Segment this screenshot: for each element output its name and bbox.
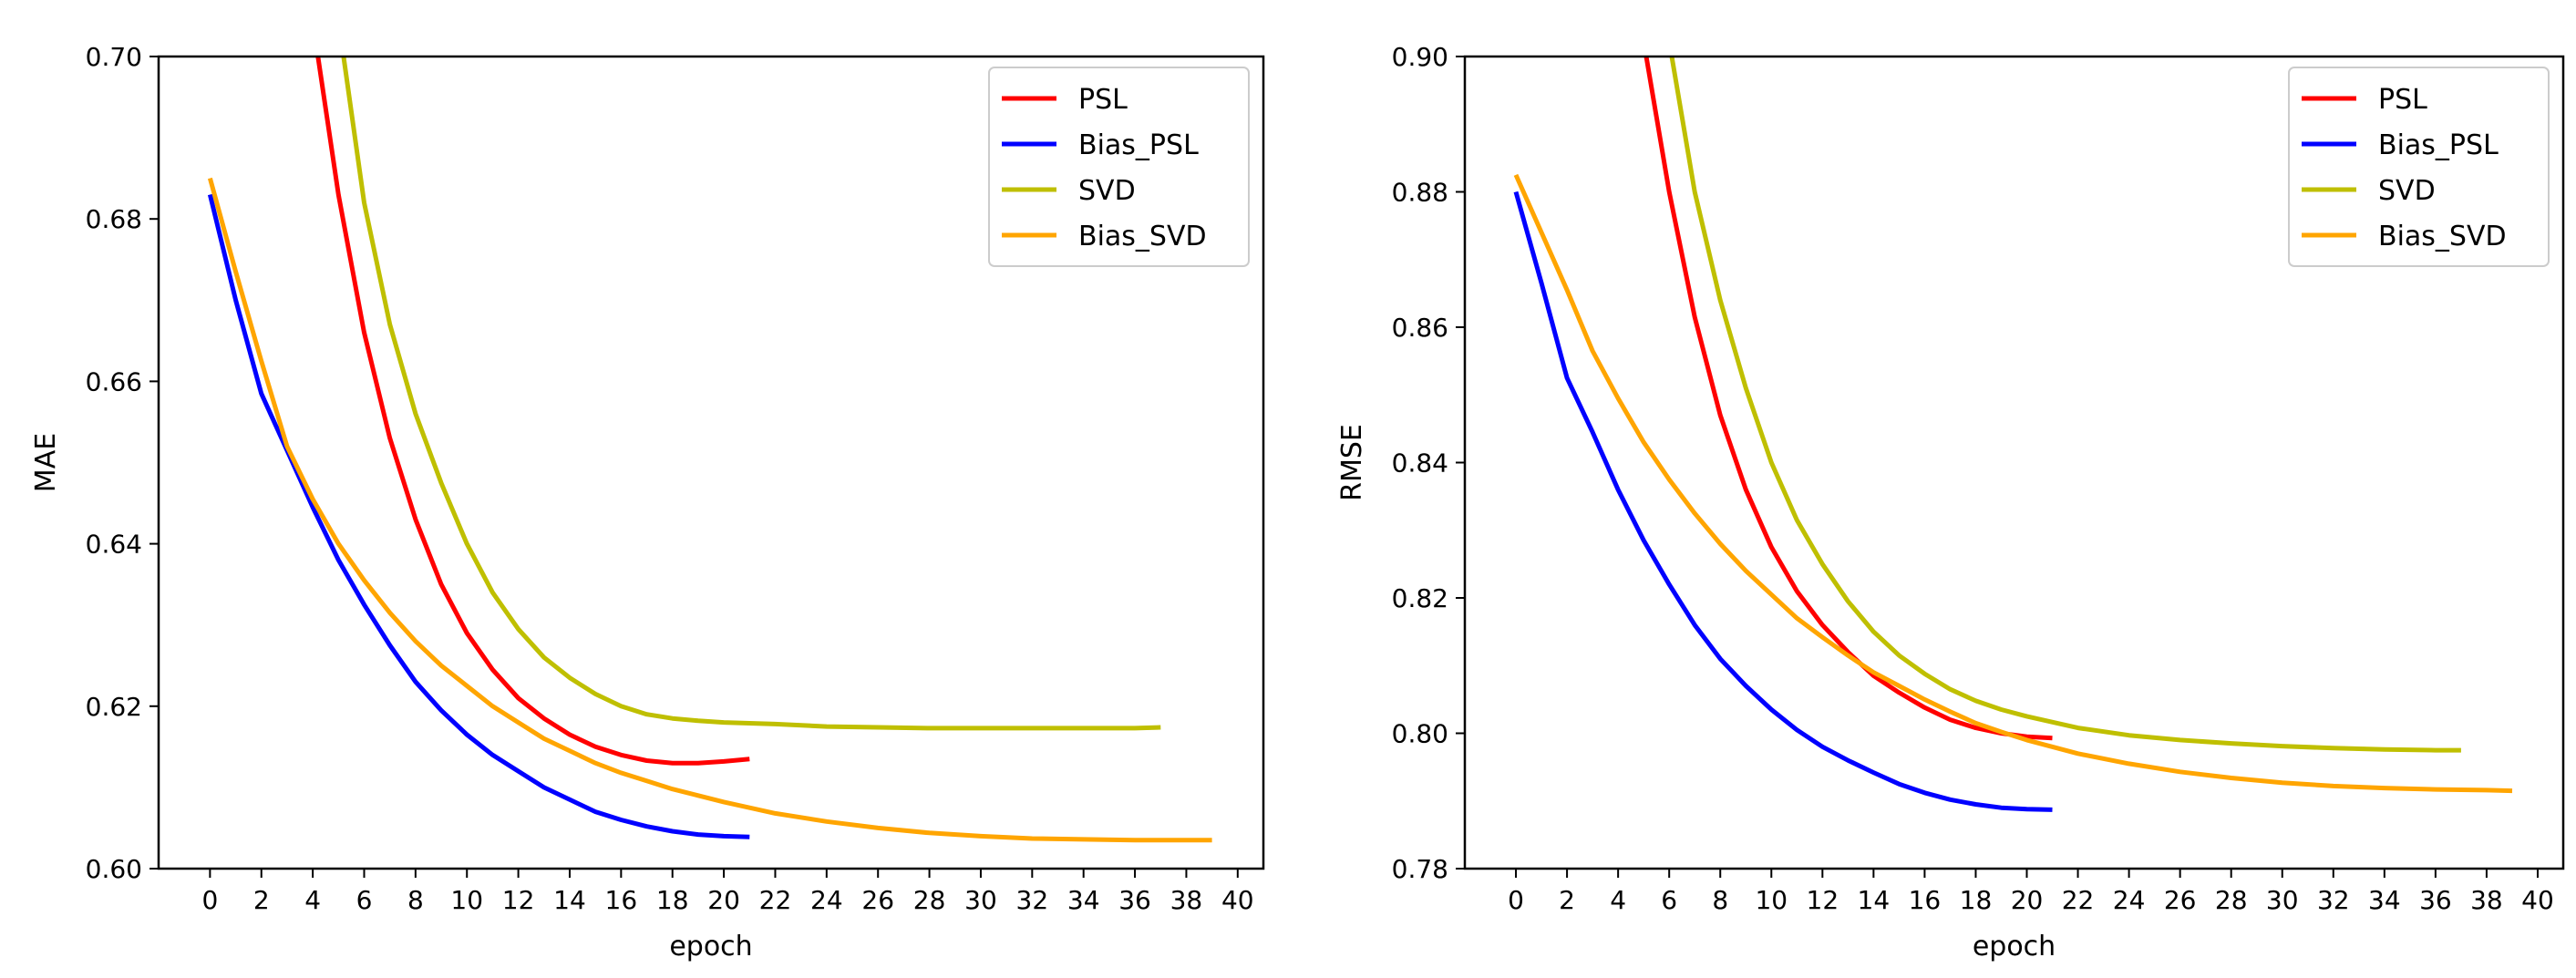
- mae-x-tick-label: 26: [861, 885, 894, 915]
- mae-x-tick-label: 22: [759, 885, 792, 915]
- rmse-y-tick-label: 0.84: [1392, 448, 1448, 479]
- rmse-x-tick-label: 6: [1661, 885, 1677, 915]
- rmse-series-group: [1513, 57, 2513, 812]
- mae-series-line-svd: [341, 57, 1161, 731]
- rmse-legend-entry: PSL: [2378, 84, 2427, 116]
- mae-legend-entry: SVD: [1078, 175, 1136, 207]
- rmse-x-tick-label: 22: [2062, 885, 2095, 915]
- rmse-y-tick-label: 0.86: [1392, 313, 1448, 343]
- mae-y-tick-label: 0.70: [86, 42, 142, 72]
- mae-series-line-psl: [315, 57, 750, 766]
- rmse-x-tick-label: 8: [1712, 885, 1728, 915]
- rmse-x-tick-label: 26: [2164, 885, 2197, 915]
- mae-x-tick-label: 20: [707, 885, 740, 915]
- mae-x-tick-label: 16: [605, 885, 638, 915]
- rmse-y-tick-label: 0.82: [1392, 583, 1448, 613]
- mae-legend: PSL Bias_PSL SVD Bias_SVD: [988, 67, 1250, 267]
- mae-x-tick-label: 38: [1170, 885, 1203, 915]
- rmse-chart: 0 2 4 6 8 10 12 14 16 18 20 22 24 26 28 30 32 34 36 38 400.7…: [1336, 42, 2565, 963]
- mae-x-tick-label: 10: [450, 885, 483, 915]
- rmse-series-line-psl: [1643, 57, 2053, 741]
- rmse-legend-entry: Bias_SVD: [2378, 221, 2507, 252]
- rmse-y-axis-label: RMSE: [1336, 424, 1368, 501]
- mae-x-tick-label: 24: [810, 885, 843, 915]
- rmse-x-tick-label: 0: [1508, 885, 1524, 915]
- rmse-legend: PSL Bias_PSL SVD Bias_SVD: [2288, 67, 2550, 267]
- mae-x-tick-label: 18: [656, 885, 689, 915]
- rmse-x-tick-label: 34: [2368, 885, 2401, 915]
- mae-x-tick-label: 8: [407, 885, 424, 915]
- rmse-x-tick-label: 24: [2113, 885, 2146, 915]
- rmse-x-tick-label: 12: [1807, 885, 1839, 915]
- rmse-x-tick-label: 28: [2215, 885, 2248, 915]
- mae-y-tick-label: 0.62: [86, 692, 142, 722]
- rmse-x-tick-label: 14: [1858, 885, 1891, 915]
- mae-y-axis-label: MAE: [30, 433, 62, 492]
- mae-x-tick-label: 34: [1067, 885, 1100, 915]
- mae-x-tick-label: 28: [913, 885, 946, 915]
- rmse-x-tick-label: 4: [1610, 885, 1626, 915]
- rmse-series-line-svd: [1669, 57, 2461, 753]
- rmse-x-tick-label: 20: [2011, 885, 2044, 915]
- mae-series-line-bias-psl: [207, 193, 750, 839]
- rmse-x-tick-label: 38: [2470, 885, 2503, 915]
- mae-series-group: [207, 57, 1212, 843]
- rmse-x-tick-label: 2: [1559, 885, 1575, 915]
- rmse-y-tick-label: 0.88: [1392, 178, 1448, 208]
- rmse-series-line-bias-psl: [1513, 190, 2053, 812]
- mae-legend-entry: PSL: [1078, 84, 1128, 116]
- mae-x-tick-label: 36: [1118, 885, 1151, 915]
- mae-x-tick-label: 32: [1016, 885, 1049, 915]
- mae-x-tick-label: 30: [964, 885, 997, 915]
- mae-plot-frame: [157, 55, 1265, 870]
- mae-series-line-bias-svd: [207, 177, 1212, 843]
- mae-x-tick-label: 0: [201, 885, 218, 915]
- mae-legend-box: [988, 67, 1250, 267]
- mae-y-tick-label: 0.64: [86, 530, 142, 560]
- rmse-legend-entry: Bias_PSL: [2378, 129, 2499, 161]
- rmse-y-tick-label: 0.90: [1392, 42, 1448, 72]
- mae-chart: 0 2 4 6 8 10 12 14 16 18 20 22 24 26 28 30 32 34 36 38 400.6…: [30, 42, 1265, 963]
- rmse-legend-entry: SVD: [2378, 175, 2436, 207]
- mae-x-tick-label: 4: [304, 885, 321, 915]
- mae-x-tick-label: 2: [253, 885, 270, 915]
- mae-y-tick-label: 0.66: [86, 366, 142, 396]
- mae-x-axis-label: epoch: [669, 931, 752, 963]
- rmse-x-tick-label: 18: [1960, 885, 1993, 915]
- mae-y-tick-label: 0.68: [86, 204, 142, 234]
- rmse-legend-box: [2288, 67, 2550, 267]
- mae-x-tick-label: 6: [356, 885, 373, 915]
- rmse-x-axis-label: epoch: [1973, 931, 2056, 963]
- rmse-x-tick-label: 16: [1909, 885, 1942, 915]
- mae-legend-entry: Bias_SVD: [1078, 221, 1207, 252]
- rmse-x-tick-label: 30: [2266, 885, 2299, 915]
- rmse-x-tick-label: 40: [2521, 885, 2554, 915]
- mae-x-tick-label: 12: [502, 885, 535, 915]
- mae-x-tick-label: 40: [1221, 885, 1254, 915]
- rmse-series-line-bias-svd: [1513, 173, 2513, 794]
- rmse-x-tick-label: 10: [1755, 885, 1788, 915]
- mae-legend-entry: Bias_PSL: [1078, 129, 1199, 161]
- mae-y-tick-label: 0.60: [86, 854, 142, 884]
- rmse-y-tick-label: 0.78: [1392, 854, 1448, 884]
- rmse-x-tick-label: 32: [2317, 885, 2350, 915]
- mae-x-tick-label: 14: [553, 885, 586, 915]
- rmse-x-tick-label: 36: [2419, 885, 2452, 915]
- rmse-y-tick-label: 0.80: [1392, 719, 1448, 749]
